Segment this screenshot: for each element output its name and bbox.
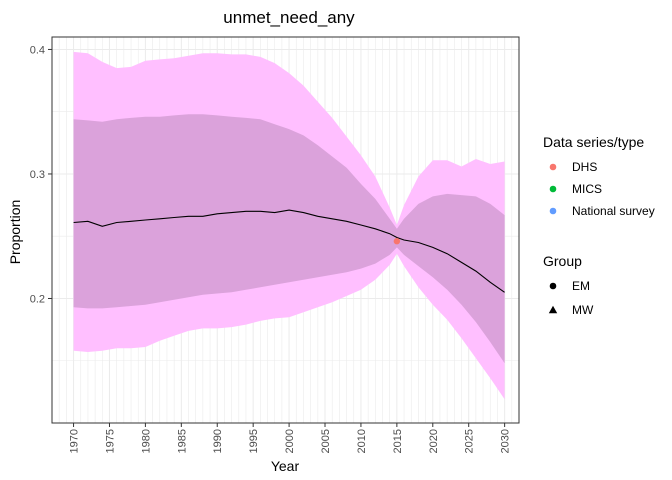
x-tick-label: 2015 <box>392 429 404 453</box>
points <box>393 238 401 245</box>
x-tick-label: 1975 <box>104 429 116 453</box>
y-tick-label: 0.3 <box>30 169 45 181</box>
lines <box>73 209 505 293</box>
x-tick-label: 1995 <box>248 429 260 453</box>
legend-key-mics <box>549 185 557 193</box>
x-tick-label: 1985 <box>176 429 188 453</box>
x-tick-label: 2005 <box>320 429 332 453</box>
legend-key-triangle <box>548 305 558 314</box>
data-point <box>393 238 401 245</box>
x-tick-label: 2025 <box>464 429 476 453</box>
x-tick-label: 2010 <box>356 429 368 453</box>
median-line <box>73 209 505 293</box>
x-tick-label: 2030 <box>500 429 512 453</box>
legend-key-national-survey <box>549 207 557 215</box>
legend-label: MICS <box>572 182 602 196</box>
legend-group-entries: EM MW <box>548 279 594 317</box>
interval-80-band <box>73 114 505 364</box>
chart-title: unmet_need_any <box>223 8 355 27</box>
legend-key-circle <box>549 282 557 290</box>
x-tick-label: 1980 <box>140 429 152 453</box>
legend-key-dhs <box>549 163 557 171</box>
bands <box>73 51 505 400</box>
legend-label: National survey <box>572 204 655 218</box>
legend-group-title: Group <box>543 253 582 269</box>
x-tick-label: 1990 <box>212 429 224 453</box>
legend-data-series-title: Data series/type <box>543 134 644 150</box>
x-axis: 1970 1975 1980 1985 1990 1995 2000 2005 2010 2015… <box>69 423 512 453</box>
legend-label: EM <box>572 279 590 293</box>
x-axis-title: Year <box>271 458 300 474</box>
legend-series-entries: DHS MICS National survey <box>549 160 655 218</box>
x-tick-label: 2000 <box>284 429 296 453</box>
panel-border <box>51 36 520 424</box>
y-tick-label: 0.4 <box>30 44 45 56</box>
legend-label: MW <box>572 303 594 317</box>
y-tick-label: 0.2 <box>30 293 45 305</box>
legend-label: DHS <box>572 160 597 174</box>
y-axis-title: Proportion <box>7 200 23 265</box>
x-tick-label: 1970 <box>69 429 81 453</box>
x-tick-label: 2020 <box>428 429 440 453</box>
y-axis: 0.2 0.3 0.4 <box>30 44 52 305</box>
